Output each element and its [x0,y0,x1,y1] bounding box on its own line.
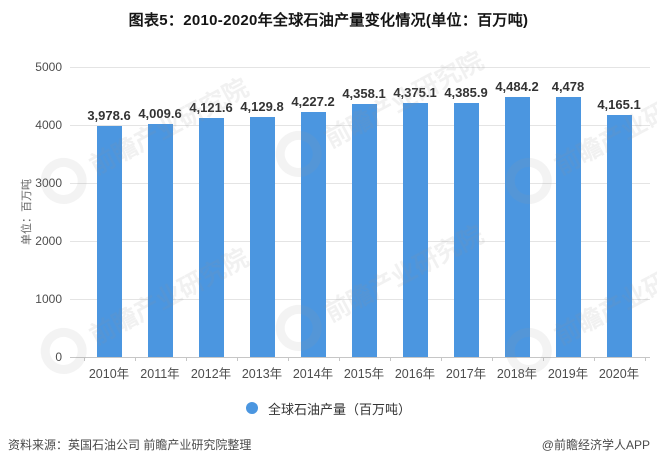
x-axis-label: 2019年 [547,367,589,381]
x-axis-tick [287,357,289,361]
bar-value-label: 4,129.8 [240,99,284,115]
y-tick-label: 0 [55,350,62,364]
chart-title: 图表5：2010-2020年全球石油产量变化情况(单位：百万吨) [128,12,529,29]
y-tick-label: 2000 [35,234,62,248]
bar [606,115,632,357]
x-axis-tick [593,357,595,361]
x-axis-tick [644,357,646,361]
x-axis-label: 2016年 [394,367,436,381]
bar [249,117,275,357]
bar-value-label: 4,478 [551,79,585,95]
bar [351,104,377,357]
x-axis-tick [134,357,136,361]
bar-value-label: 4,009.6 [138,106,182,122]
bar [402,103,428,357]
x-axis-tick [389,357,391,361]
credit-text: @前瞻经济学人APP [541,438,650,452]
gridline [70,67,650,68]
data-source-text: 资料来源：英国石油公司 前瞻产业研究院整理 [8,438,252,452]
y-tick-label: 1000 [35,292,62,306]
x-axis-label: 2017年 [445,367,487,381]
x-axis-label: 2012年 [190,367,232,381]
chart-legend: 全球石油产量（百万吨） [0,400,657,417]
legend-series-label: 全球石油产量（百万吨） [267,401,411,417]
bar-value-label: 4,375.1 [393,85,437,101]
bar [555,97,581,357]
legend-marker-icon [245,402,258,414]
x-axis-label: 2020年 [598,367,640,381]
bar [504,96,530,357]
bar-value-label: 4,484.2 [495,78,539,94]
y-tick-label: 3000 [35,176,62,190]
bar-value-label: 3,978.6 [87,108,131,124]
bar-value-label: 4,121.6 [189,99,233,115]
x-axis-tick [236,357,238,361]
y-tick-label: 5000 [35,60,62,74]
x-axis-label: 2011年 [140,367,180,381]
bar [96,126,122,357]
x-axis-tick [338,357,340,361]
x-axis-label: 2010年 [88,367,130,381]
x-axis-label: 2014年 [292,367,334,381]
bar-value-label: 4,165.1 [597,97,641,113]
bar-value-label: 4,385.9 [444,84,488,100]
x-axis-label: 2018年 [496,367,538,381]
bar [300,111,326,357]
bar [453,102,479,357]
x-axis-tick [440,357,442,361]
x-axis-tick [185,357,187,361]
x-axis-tick [83,357,85,361]
bar [147,124,173,357]
bar [198,117,224,357]
bar-value-label: 4,227.2 [291,93,335,109]
x-axis-label: 2015年 [343,367,385,381]
x-axis-tick [491,357,493,361]
bar-value-label: 4,358.1 [342,86,386,102]
x-axis-label: 2013年 [241,367,283,381]
y-tick-label: 4000 [35,118,62,132]
x-axis-tick [542,357,544,361]
x-axis-line [70,357,650,358]
